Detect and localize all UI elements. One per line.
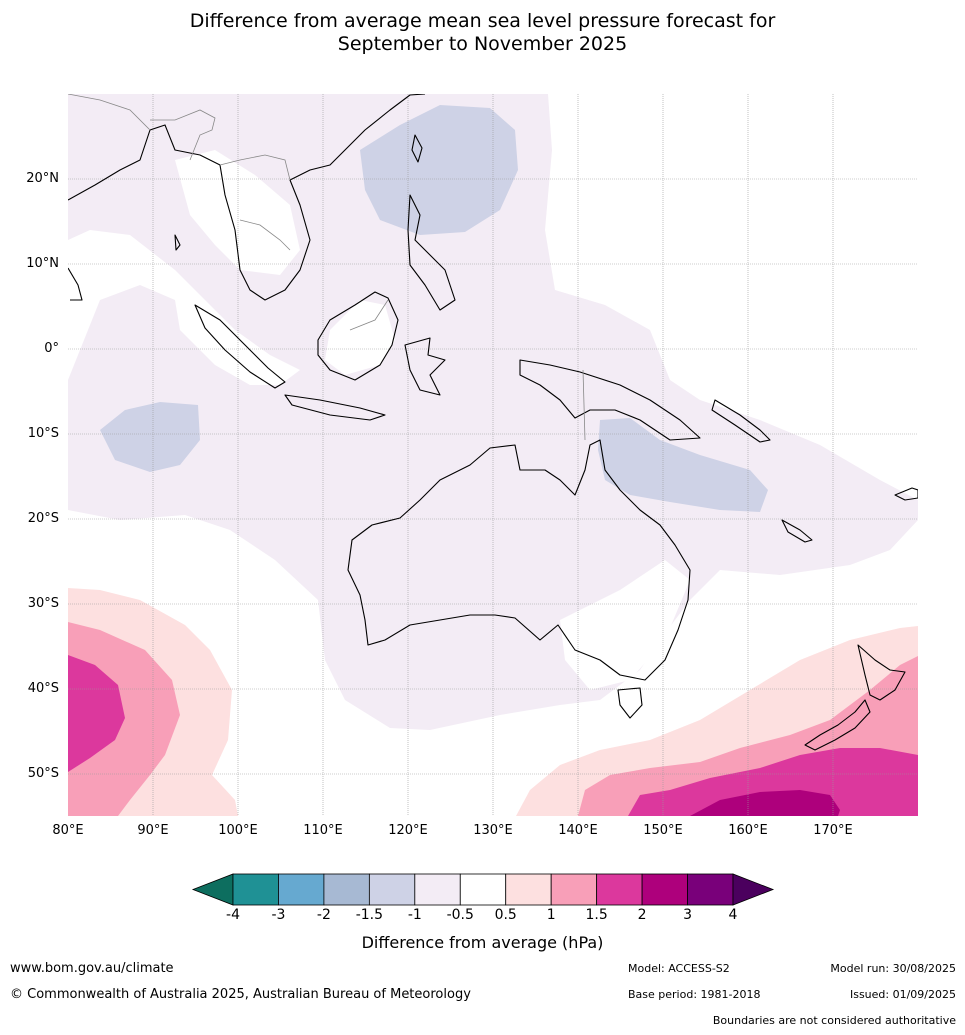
copyright-notice: © Commonwealth of Australia 2025, Austra… <box>10 987 471 1002</box>
latitude-label: 0° <box>44 341 59 356</box>
latitude-label: 20°N <box>26 171 59 186</box>
longitude-label: 80°E <box>52 823 84 838</box>
colorbar-swatch <box>368 873 416 906</box>
colorbar-swatch <box>232 873 279 906</box>
colorbar-tick-label: 4 <box>728 907 738 923</box>
coastline-new-guinea <box>519 359 701 441</box>
colorbar-swatch <box>414 873 461 906</box>
colorbar-swatch <box>687 873 734 906</box>
longitude-label: 100°E <box>218 823 258 838</box>
colorbar-swatch <box>596 873 643 906</box>
issued-date: Issued: 01/09/2025 <box>849 988 956 1001</box>
coastline-mainland-asia <box>68 94 426 301</box>
anomaly-region-neutral-borneo <box>325 300 395 375</box>
colorbar-arrow-high <box>732 873 775 906</box>
latitude-label: 50°S <box>27 766 59 781</box>
longitude-label: 130°E <box>473 823 513 838</box>
coastline-tasmania <box>617 687 643 719</box>
coastline-java <box>284 394 386 421</box>
longitude-label: 140°E <box>558 823 598 838</box>
longitude-label: 90°E <box>137 823 169 838</box>
anomaly-region-plus-2-southeast <box>690 790 840 816</box>
boundaries-note: Boundaries are not considered authoritat… <box>712 1014 956 1027</box>
coastline-philippines <box>407 194 456 311</box>
coastlines <box>68 94 918 751</box>
coastline-sulawesi <box>404 337 446 396</box>
latitude-label: 10°N <box>26 256 59 271</box>
colorbar-tick-label: 3 <box>683 907 692 923</box>
colorbar-tick-label: -3 <box>271 907 286 923</box>
colorbar-tick-label: 2 <box>637 907 647 923</box>
colorbar-tick-label: 1 <box>546 907 556 923</box>
longitude-label: 160°E <box>728 823 768 838</box>
coastline-sumatra <box>194 304 286 389</box>
coastline-india <box>68 267 83 301</box>
anomaly-region-neutral-indochina <box>175 150 300 275</box>
anomaly-region-plus-1-5-southeast <box>628 748 918 816</box>
pressure-anomaly-map <box>68 94 918 816</box>
colorbar-title: Difference from average (hPa) <box>361 933 604 952</box>
anomaly-region-minus-1-coral-sea <box>598 418 768 512</box>
coastline-australia <box>347 439 691 681</box>
coastline-new-zealand-north <box>857 644 906 701</box>
colorbar-tick-label: -1 <box>407 907 422 923</box>
anomaly-region-plus-1-5-southwest <box>68 655 125 772</box>
longitude-label: 150°E <box>643 823 683 838</box>
latitude-label: 40°S <box>27 681 59 696</box>
colorbar-tick-label: 0.5 <box>494 907 517 923</box>
coastline-borneo <box>317 291 399 381</box>
colorbar-tick-label: 1.5 <box>585 907 608 923</box>
latitude-label: 30°S <box>27 596 59 611</box>
map-title-line-2: September to November 2025 <box>337 33 628 55</box>
colorbar-tick-label: -0.5 <box>446 907 474 923</box>
colorbar-swatch <box>505 873 552 906</box>
colorbar-swatch <box>550 873 598 906</box>
longitude-label: 170°E <box>813 823 853 838</box>
anomaly-region-neutral-west <box>68 230 300 385</box>
colorbar-swatch <box>278 873 325 906</box>
colorbar-tick-label: -2 <box>316 907 331 923</box>
model-run-date: Model run: 30/08/2025 <box>830 962 956 975</box>
latitude-label: 10°S <box>27 426 59 441</box>
coastline-taiwan <box>411 134 423 163</box>
colorbar-swatch <box>323 873 370 906</box>
coastline-solomons <box>711 399 771 443</box>
latitude-label: 20°S <box>27 511 59 526</box>
longitude-label: 110°E <box>303 823 343 838</box>
colorbar-arrow-low <box>191 873 234 906</box>
base-period: Base period: 1981-2018 <box>628 988 761 1001</box>
anomaly-region-minus-1-philippine-sea <box>360 105 518 235</box>
model-name: Model: ACCESS-S2 <box>628 962 730 975</box>
colorbar-swatch <box>641 873 688 906</box>
website-link[interactable]: www.bom.gov.au/climate <box>10 961 174 976</box>
colorbar-tick-label: -1.5 <box>355 907 384 923</box>
colorbar-tick-label: -4 <box>226 907 240 923</box>
map-title-line-1: Difference from average mean sea level p… <box>189 10 776 32</box>
coastline-sri-lanka <box>174 234 181 251</box>
map-plot-area <box>68 94 918 816</box>
coastline-new-caledonia <box>781 519 813 543</box>
country-borders <box>68 94 586 441</box>
colorbar <box>191 873 775 906</box>
longitude-label: 120°E <box>388 823 428 838</box>
map-title: Difference from average mean sea level p… <box>0 10 965 56</box>
map-gridlines <box>68 94 918 816</box>
colorbar-swatch <box>459 873 507 906</box>
coastline-fiji <box>894 487 918 501</box>
anomaly-region-minus-1-indian-ocean <box>100 402 200 472</box>
coastline-new-zealand-south <box>804 699 871 751</box>
